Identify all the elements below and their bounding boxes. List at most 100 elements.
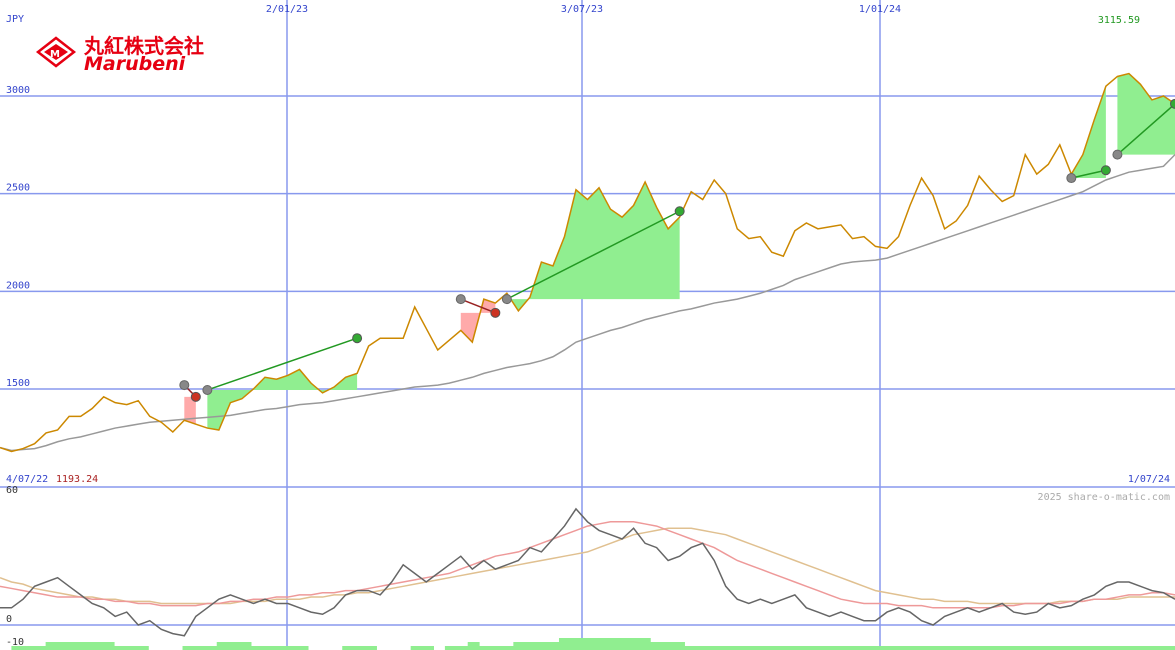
volume-bar-10 xyxy=(114,646,126,650)
loss-trade-exit-marker-0 xyxy=(190,391,201,402)
gain-trade-area-2 xyxy=(1071,86,1106,179)
volume-bar-54 xyxy=(616,638,628,650)
volume-bar-96 xyxy=(1095,646,1108,650)
gain-trade-entry-marker-2 xyxy=(1066,173,1077,184)
osc-tick-label-minus10: -10 xyxy=(6,637,24,648)
volume-bar-93 xyxy=(1060,646,1073,650)
y-tick-label-2000: 2000 xyxy=(6,280,30,291)
loss-trade-line-1 xyxy=(460,298,496,314)
volume-bar-53 xyxy=(604,638,617,650)
volume-bar-24 xyxy=(273,646,286,650)
volume-bar-37 xyxy=(422,646,434,650)
volume-bar-101 xyxy=(1152,646,1165,650)
volume-bar-71 xyxy=(809,646,822,650)
gain-trade-entry-marker-3 xyxy=(1112,149,1123,160)
volume-bar-36 xyxy=(410,646,423,650)
volume-bar-49 xyxy=(558,638,571,650)
volume-bar-21 xyxy=(239,642,252,650)
volume-bar-97 xyxy=(1106,646,1119,650)
volume-bar-5 xyxy=(57,642,69,650)
volume-bar-50 xyxy=(570,638,583,650)
volume-bar-20 xyxy=(228,642,241,650)
volume-bar-70 xyxy=(798,646,811,650)
oscillator-line xyxy=(0,507,1175,637)
start-date-label: 4/07/22 xyxy=(6,474,48,485)
volume-bar-87 xyxy=(992,646,1005,650)
volume-bar-39 xyxy=(444,646,457,650)
volume-bar-66 xyxy=(752,646,765,650)
loss-trade-area-0 xyxy=(184,396,196,425)
volume-bar-94 xyxy=(1072,646,1085,650)
volume-bar-85 xyxy=(969,646,982,650)
loss-trade-entry-marker-1 xyxy=(455,294,466,305)
volume-bar-83 xyxy=(946,646,959,650)
gain-trade-area-3 xyxy=(1117,73,1175,155)
volume-bar-32 xyxy=(365,646,377,650)
volume-bar-7 xyxy=(79,642,92,650)
volume-bar-55 xyxy=(627,638,640,650)
volume-bar-88 xyxy=(1003,646,1016,650)
volume-bar-78 xyxy=(889,646,902,650)
volume-bar-68 xyxy=(775,646,788,650)
volume-bar-42 xyxy=(479,646,492,650)
volume-bar-86 xyxy=(981,646,993,650)
marubeni-diamond-letter-icon: M xyxy=(50,49,60,60)
volume-bar-56 xyxy=(638,638,651,650)
volume-bar-16 xyxy=(182,646,195,650)
volume-bar-76 xyxy=(866,646,879,650)
volume-bar-81 xyxy=(924,646,936,650)
volume-bar-84 xyxy=(958,646,971,650)
volume-bar-100 xyxy=(1140,646,1153,650)
volume-bar-41 xyxy=(467,642,480,650)
volume-bar-52 xyxy=(593,638,606,650)
loss-trade-entry-marker-0 xyxy=(179,380,190,391)
high-value-label: 3115.59 xyxy=(1098,15,1140,26)
volume-bar-99 xyxy=(1129,646,1142,650)
volume-bar-43 xyxy=(490,646,503,650)
osc-tick-label-0: 0 xyxy=(6,614,12,625)
volume-bar-74 xyxy=(844,646,857,650)
volume-bar-12 xyxy=(136,646,149,650)
volume-bar-18 xyxy=(205,646,218,650)
marubeni-diamond-logo-icon xyxy=(35,36,77,68)
x-date-label-2: 1/01/24 xyxy=(859,4,901,15)
gain-trade-line-2 xyxy=(1071,169,1107,179)
gain-trade-line-1 xyxy=(506,210,680,300)
gain-trade-line-0 xyxy=(207,337,358,391)
volume-bar-69 xyxy=(787,646,800,650)
currency-label: JPY xyxy=(6,14,24,25)
gain-trade-entry-marker-0 xyxy=(202,384,213,395)
volume-bar-91 xyxy=(1038,646,1051,650)
volume-bar-61 xyxy=(695,646,708,650)
volume-bar-75 xyxy=(855,646,868,650)
volume-bar-6 xyxy=(68,642,81,650)
volume-bar-2 xyxy=(22,646,35,650)
brand-name-jp: 丸紅株式会社 xyxy=(83,34,204,58)
volume-bar-62 xyxy=(707,646,720,650)
gain-trade-exit-marker-1 xyxy=(674,206,685,217)
x-date-label-1: 3/07/23 xyxy=(561,4,603,15)
gain-trade-area-1 xyxy=(506,181,680,311)
volume-bar-90 xyxy=(1026,646,1039,650)
gain-trade-line-3 xyxy=(1116,103,1175,156)
volume-bar-47 xyxy=(536,642,549,650)
volume-bar-95 xyxy=(1083,646,1096,650)
volume-bar-102 xyxy=(1163,646,1175,650)
gain-trade-entry-marker-1 xyxy=(501,294,512,305)
volume-bar-19 xyxy=(216,642,229,650)
osc-tick-label-60: 60 xyxy=(6,485,18,496)
gain-trade-exit-marker-3 xyxy=(1170,98,1175,109)
low-value-label: 1193.24 xyxy=(56,474,98,485)
moving-average-line xyxy=(0,154,1175,452)
volume-bar-58 xyxy=(661,642,674,650)
volume-bar-79 xyxy=(901,646,914,650)
y-tick-label-1500: 1500 xyxy=(6,378,30,389)
volume-bar-92 xyxy=(1049,646,1062,650)
watermark: 2025 share-o-matic.com xyxy=(1038,492,1170,503)
loss-trade-exit-marker-1 xyxy=(490,307,501,318)
volume-bar-72 xyxy=(821,646,834,650)
volume-bar-23 xyxy=(262,646,275,650)
volume-bar-11 xyxy=(125,646,138,650)
volume-bar-8 xyxy=(91,642,104,650)
